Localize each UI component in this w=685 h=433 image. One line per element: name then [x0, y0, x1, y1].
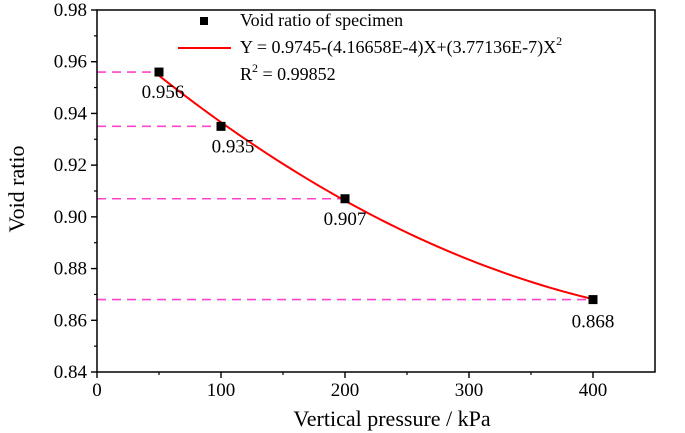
x-tick-label-4: 400: [579, 380, 608, 401]
legend-r2-sup: 2: [252, 61, 258, 75]
y-tick-label-2: 0.88: [54, 259, 87, 280]
legend-r2-value: = 0.99852: [258, 64, 336, 84]
data-point-2: [340, 194, 350, 204]
legend-r2: R2 = 0.99852: [240, 61, 336, 84]
data-label-2: 0.907: [324, 209, 367, 230]
y-tick-label-6: 0.96: [54, 52, 87, 73]
x-tick-label-0: 0: [92, 380, 102, 401]
legend-fit-equation: Y = 0.9745-(4.16658E-4)X+(3.77136E-7)X2: [240, 34, 562, 58]
legend-fit-equation-sup: 2: [556, 34, 562, 48]
x-tick-label-2: 200: [331, 380, 360, 401]
x-tick-label-3: 300: [455, 380, 484, 401]
data-label-3: 0.868: [572, 312, 615, 333]
y-tick-label-1: 0.86: [54, 310, 87, 331]
y-tick-label-3: 0.90: [54, 207, 87, 228]
data-point-0: [154, 67, 164, 77]
y-tick-label-7: 0.98: [54, 0, 87, 21]
y-tick-label-4: 0.92: [54, 155, 87, 176]
y-tick-label-5: 0.94: [54, 103, 88, 124]
y-tick-label-0: 0.84: [54, 362, 88, 383]
fit-curve: [158, 74, 594, 301]
legend-fit-equation-main: Y = 0.9745-(4.16658E-4)X+(3.77136E-7)X: [240, 37, 556, 58]
data-label-0: 0.956: [142, 82, 185, 103]
x-axis-title: Vertical pressure / kPa: [293, 406, 491, 431]
legend: Void ratio of specimen Y = 0.9745-(4.166…: [178, 10, 562, 84]
x-tick-label-1: 100: [207, 380, 236, 401]
legend-marker-square: [200, 17, 208, 25]
data-point-1: [216, 121, 226, 131]
data-point-3: [588, 295, 598, 305]
data-label-1: 0.935: [212, 136, 255, 157]
y-axis-title: Void ratio: [4, 146, 29, 233]
legend-r2-prefix: R: [240, 64, 252, 84]
legend-series-label: Void ratio of specimen: [240, 10, 403, 30]
